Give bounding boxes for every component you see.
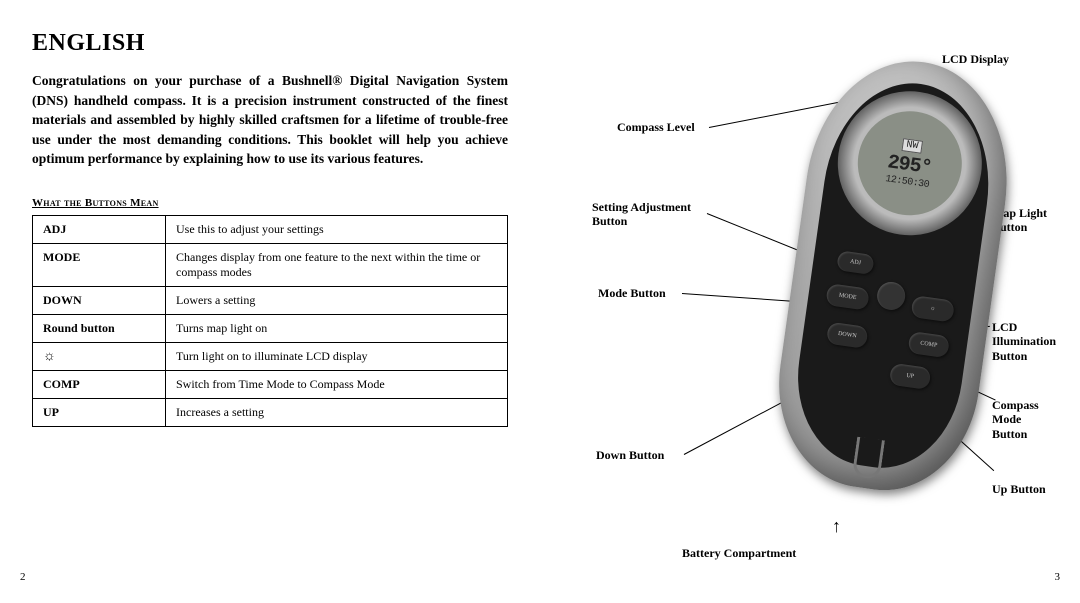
table-desc: Increases a setting [166, 398, 508, 426]
light-icon: ☼ [43, 349, 56, 364]
intro-paragraph: Congratulations on your purchase of a Bu… [32, 71, 508, 169]
table-row: ADJ Use this to adjust your settings [33, 215, 508, 243]
table-desc: Turns map light on [166, 314, 508, 342]
table-desc: Turn light on to illuminate LCD display [166, 342, 508, 370]
table-row: Round button Turns map light on [33, 314, 508, 342]
table-desc: Lowers a setting [166, 286, 508, 314]
table-desc: Use this to adjust your settings [166, 215, 508, 243]
page-number-left: 2 [20, 571, 26, 583]
table-row: UP Increases a setting [33, 398, 508, 426]
table-key: MODE [33, 243, 166, 286]
table-desc: Changes display from one feature to the … [166, 243, 508, 286]
table-key: ADJ [33, 215, 166, 243]
table-desc: Switch from Time Mode to Compass Mode [166, 370, 508, 398]
label-compass-level: Compass Level [617, 120, 695, 134]
label-down-button: Down Button [596, 448, 664, 462]
device-illustration: NW 295° 12:50:30 ADJ MODE DOWN ☼ COMP UP [761, 48, 1023, 531]
table-row: MODE Changes display from one feature to… [33, 243, 508, 286]
table-key: COMP [33, 370, 166, 398]
table-key: Round button [33, 314, 166, 342]
arrow-battery: ↑ [832, 516, 841, 537]
label-mode-button: Mode Button [598, 286, 666, 300]
label-compass-mode: Compass ModeButton [992, 398, 1048, 441]
label-setting-adj: Setting AdjustmentButton [592, 200, 712, 229]
buttons-table: ADJ Use this to adjust your settings MOD… [32, 215, 508, 427]
label-up-button: Up Button [992, 482, 1046, 496]
label-lcd-illum: LCDIlluminationButton [992, 320, 1056, 363]
section-title-buttons: What the Buttons Mean [32, 197, 508, 209]
page-number-right: 3 [1055, 571, 1061, 583]
table-row: COMP Switch from Time Mode to Compass Mo… [33, 370, 508, 398]
table-row: DOWN Lowers a setting [33, 286, 508, 314]
table-key: ☼ [33, 342, 166, 370]
table-key: UP [33, 398, 166, 426]
label-lcd-display: LCD Display [942, 52, 1009, 66]
device-diagram: Compass Level Setting AdjustmentButton M… [572, 30, 1048, 570]
screen-direction: NW [901, 138, 923, 154]
table-row: ☼ Turn light on to illuminate LCD displa… [33, 342, 508, 370]
heading-english: ENGLISH [32, 30, 508, 57]
table-key: DOWN [33, 286, 166, 314]
label-battery: Battery Compartment [682, 546, 796, 560]
